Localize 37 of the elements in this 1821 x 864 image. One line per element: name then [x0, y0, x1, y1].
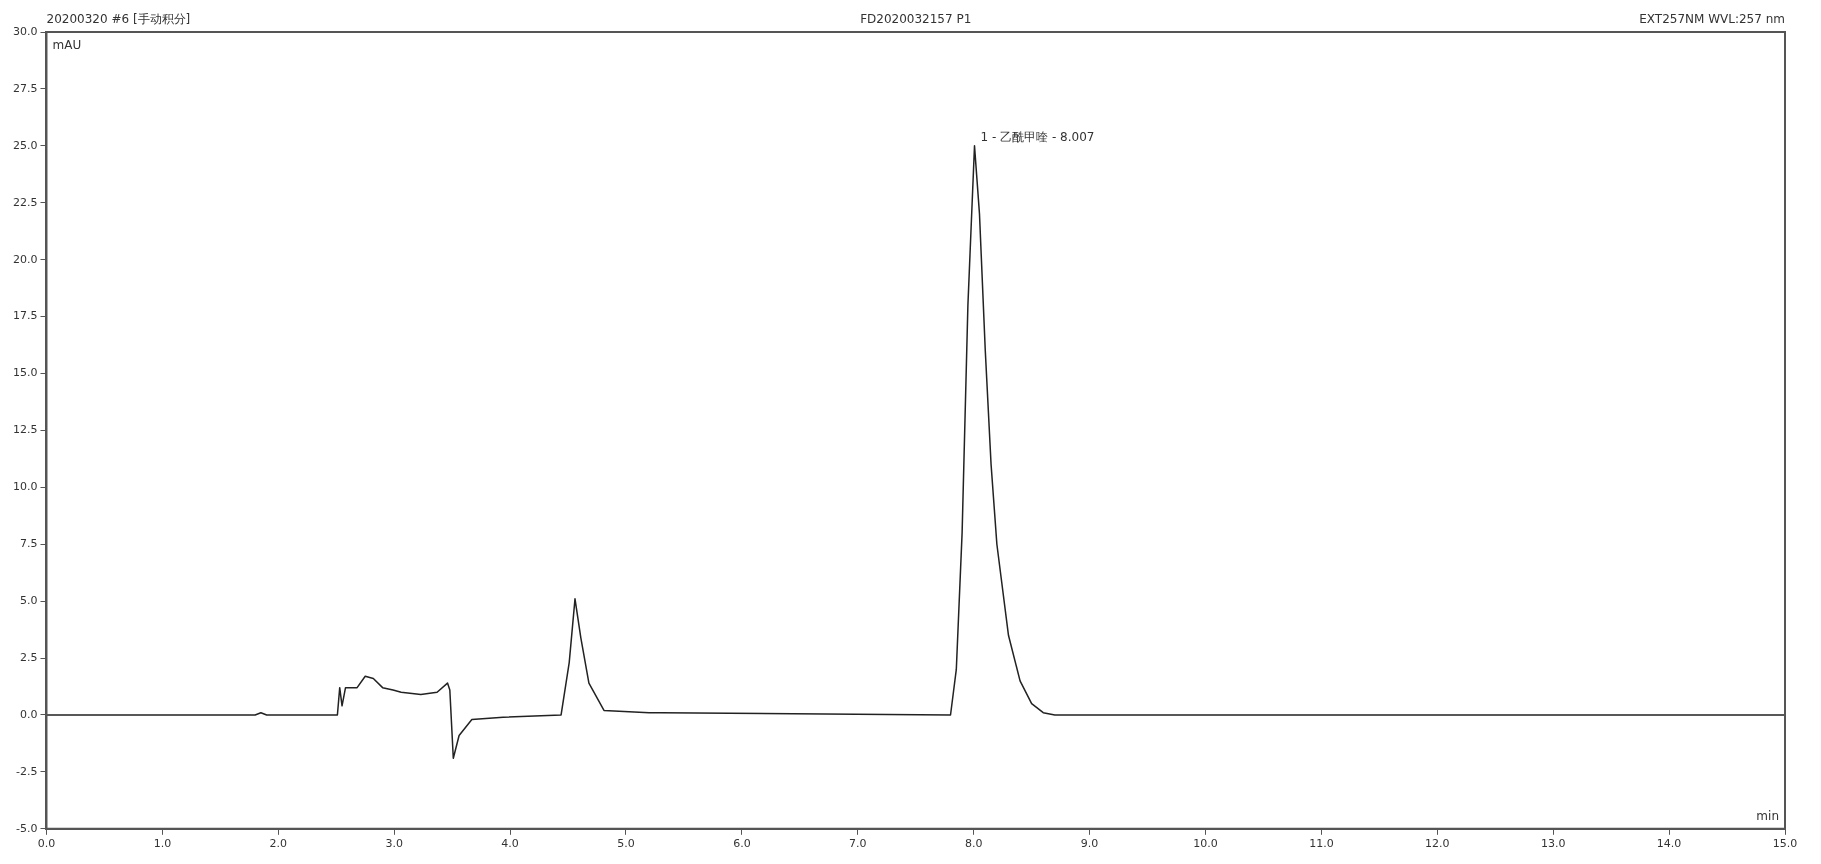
y-tick-label: 25.0	[12, 138, 38, 152]
chart-subtitle: FD2020032157 P1	[860, 12, 972, 27]
x-tick-label: 7.0	[849, 837, 867, 851]
y-tick-label: 15.0	[12, 366, 38, 380]
x-tick-label: 4.0	[501, 837, 519, 851]
chart-title: 20200320 #6 [手动积分]	[46, 12, 191, 27]
x-tick-label: 8.0	[964, 837, 983, 851]
x-tick-label: 13.0	[1540, 837, 1566, 851]
y-tick-label: 5.0	[19, 594, 38, 607]
y-tick-label: 7.5	[19, 537, 38, 551]
y-tick-label: 2.5	[19, 650, 38, 664]
x-tick-label: 10.0	[1193, 837, 1218, 851]
x-tick-label: 12.0	[1425, 837, 1450, 851]
x-tick-label: 5.0	[617, 837, 635, 851]
x-tick-label: 11.0	[1309, 837, 1334, 851]
y-tick-label: 17.5	[12, 309, 38, 323]
y-tick-label: -2.5	[16, 764, 38, 778]
y-tick-label: 10.0	[12, 480, 38, 494]
y-tick-label: 27.5	[12, 81, 38, 95]
y-axis-title: mAU	[52, 38, 82, 53]
x-axis-title: min	[1756, 808, 1779, 823]
x-tick-label: 1.0	[153, 837, 172, 851]
y-tick-label: 0.0	[19, 707, 38, 721]
y-tick-label: -5.0	[16, 821, 38, 835]
x-tick-label: 3.0	[385, 837, 403, 851]
x-tick-label: 14.0	[1656, 837, 1682, 851]
y-tick-label: 20.0	[12, 252, 38, 266]
y-tick-label: 12.5	[12, 423, 38, 437]
y-tick-label: 22.5	[12, 195, 38, 209]
x-tick-label: 0.0	[37, 837, 56, 851]
x-tick-label: 6.0	[733, 837, 751, 851]
annotation: 1 - 乙酰甲喹 - 8.007	[980, 129, 1095, 144]
text: EXT257NM WVL:257 nm	[1639, 12, 1785, 27]
x-tick-label: 2.0	[269, 837, 288, 851]
y-tick-label: 30.0	[12, 24, 38, 38]
x-tick-label: 15.0	[1772, 837, 1798, 851]
x-tick-label: 9.0	[1080, 837, 1099, 851]
